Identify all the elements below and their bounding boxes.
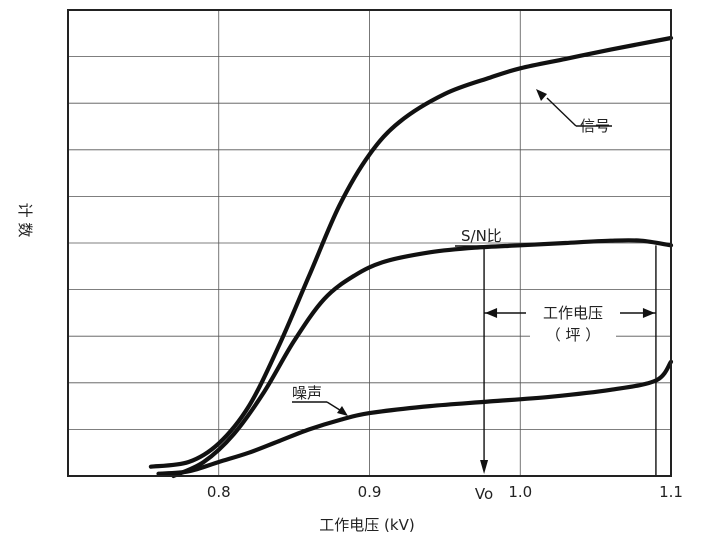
x-tick-label: 0.9 (358, 483, 382, 501)
range-label-line2: （ 坪 ） (546, 326, 601, 344)
signal-leader-arrowhead (536, 89, 547, 101)
x-tick-label: 1.1 (659, 483, 683, 501)
noise-leader-arrowhead (337, 406, 348, 416)
x-tick-label: 0.8 (207, 483, 231, 501)
noise-label: 噪声 (292, 384, 322, 402)
grid (68, 10, 671, 476)
y-axis-label: 计 数 (16, 203, 34, 238)
noise-curve (156, 359, 674, 476)
curves (148, 35, 674, 479)
x-axis-label: 工作电压 (kV) (319, 516, 414, 534)
sn-ratio-curve (171, 238, 674, 479)
x-tick-label: 1.0 (508, 483, 532, 501)
signal-leader (546, 97, 577, 127)
signal-curve (148, 35, 674, 469)
x-tick-labels: 0.8 0.9 1.0 1.1 (207, 483, 683, 501)
range-label-background (530, 300, 616, 346)
vo-arrowhead (480, 460, 489, 474)
range-arrowhead-left (485, 308, 498, 318)
vo-label: Vo (475, 485, 493, 503)
sn-ratio-label: S/N比 (461, 227, 502, 245)
plot-frame (67, 9, 672, 477)
range-label-line1: 工作电压 (543, 304, 603, 322)
range-arrowhead-right (642, 308, 655, 318)
